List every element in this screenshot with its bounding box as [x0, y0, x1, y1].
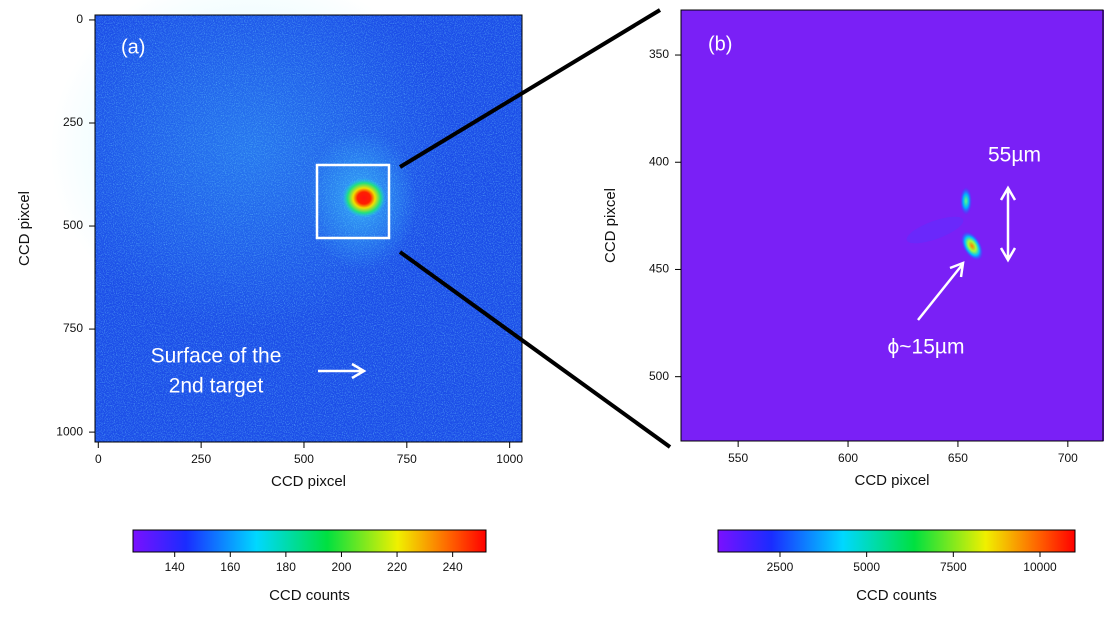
- colorbar-tick-label: 180: [276, 560, 296, 574]
- panel-label: (a): [121, 36, 145, 58]
- colorbar-tick-label: 140: [165, 560, 185, 574]
- panel-label: (b): [708, 33, 732, 55]
- heatmap-image: [681, 10, 1104, 441]
- x-tick-label: 0: [95, 452, 102, 466]
- annotation: Surface of the: [151, 345, 282, 368]
- zoom-line: [398, 250, 672, 449]
- colorbar-tick-label: 160: [220, 560, 240, 574]
- y-tick-label: 500: [63, 218, 83, 232]
- y-tick-label: 450: [649, 262, 669, 276]
- x-tick-label: 700: [1058, 451, 1078, 465]
- annotation: 55µm: [988, 144, 1041, 167]
- x-axis-label: CCD pixcel: [854, 472, 929, 489]
- x-tick-label: 1000: [496, 452, 523, 466]
- y-tick-label: 1000: [56, 424, 83, 438]
- y-axis-label: CCD pixcel: [16, 191, 33, 266]
- y-tick-label: 350: [649, 47, 669, 61]
- x-tick-label: 600: [838, 451, 858, 465]
- zoom-line: [398, 8, 662, 169]
- colorbar: [132, 529, 487, 553]
- y-tick-label: 400: [649, 154, 669, 168]
- x-tick-label: 250: [191, 452, 211, 466]
- colorbar-tick-label: 7500: [940, 560, 967, 574]
- colorbar-tick-label: 200: [331, 560, 351, 574]
- arrow: [318, 185, 1017, 380]
- x-tick-label: 550: [728, 451, 748, 465]
- colorbar-tick-label: 5000: [853, 560, 880, 574]
- x-tick-label: 750: [397, 452, 417, 466]
- colorbar: [717, 529, 1076, 553]
- x-axis-label: CCD pixcel: [271, 473, 346, 490]
- y-axis-label: CCD pixcel: [602, 188, 619, 263]
- plot-frame: [94, 14, 523, 443]
- colorbar-tick-label: 220: [387, 560, 407, 574]
- plot-frame: [680, 9, 1104, 442]
- colorbar-tick-label: 2500: [767, 560, 794, 574]
- colorbar-tick-label: 240: [443, 560, 463, 574]
- y-tick-label: 500: [649, 369, 669, 383]
- annotation: 2nd target: [169, 375, 264, 398]
- y-tick-label: 0: [76, 12, 83, 26]
- x-tick-label: 650: [948, 451, 968, 465]
- heatmap-image: [50, 0, 522, 442]
- colorbar-label: CCD counts: [269, 587, 350, 604]
- colorbar-tick-label: 10000: [1023, 560, 1057, 574]
- y-tick-label: 750: [63, 321, 83, 335]
- colorbar-label: CCD counts: [856, 587, 937, 604]
- annotation: ϕ~15µm: [888, 336, 965, 359]
- y-tick-label: 250: [63, 115, 83, 129]
- x-tick-label: 500: [294, 452, 314, 466]
